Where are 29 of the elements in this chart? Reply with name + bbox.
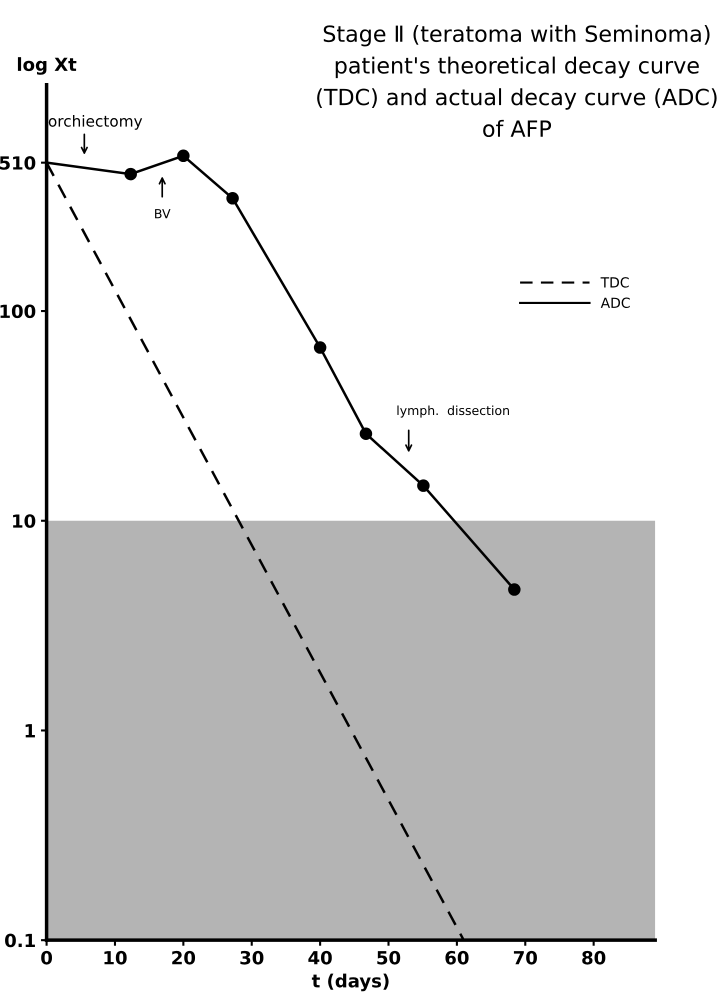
x-tick-label: 60	[445, 950, 469, 965]
annotation: orchiectomy	[48, 114, 142, 130]
point	[314, 341, 326, 354]
annotation: lymph. dissection	[397, 405, 509, 418]
point	[124, 168, 137, 180]
chart-title: Stage Ⅱ (teratoma with Seminoma) patient's theoretical decay curve (TDC) and actual decay curve (ADC) of AFP	[317, 24, 717, 138]
y-tick-label: 10	[13, 514, 36, 528]
x-tick-label: 0	[41, 950, 52, 965]
legend-label: TDC	[600, 277, 629, 288]
x-tick-label: 40	[308, 950, 332, 965]
x-tick-label: 10	[104, 950, 127, 965]
y-tick-label: 0.1	[5, 934, 35, 948]
point	[226, 192, 239, 205]
y-tick-label: 1	[26, 724, 35, 738]
annotation: BV	[155, 209, 170, 218]
y-tick-label: 510	[0, 156, 36, 170]
point	[417, 479, 430, 492]
x-axis-title: t (days)	[312, 974, 389, 992]
legend-label: ADC	[600, 298, 630, 308]
x-tick-label: 20	[172, 950, 196, 965]
point	[360, 427, 372, 440]
x-tick-label: 80	[582, 950, 606, 965]
point	[177, 150, 190, 162]
point	[508, 583, 521, 596]
y-tick-label: 100	[0, 304, 36, 318]
y-axis-title: log Xt	[18, 57, 76, 75]
x-tick-label: 70	[514, 950, 537, 965]
x-tick-label: 30	[240, 950, 264, 965]
x-tick-label: 50	[377, 950, 400, 965]
